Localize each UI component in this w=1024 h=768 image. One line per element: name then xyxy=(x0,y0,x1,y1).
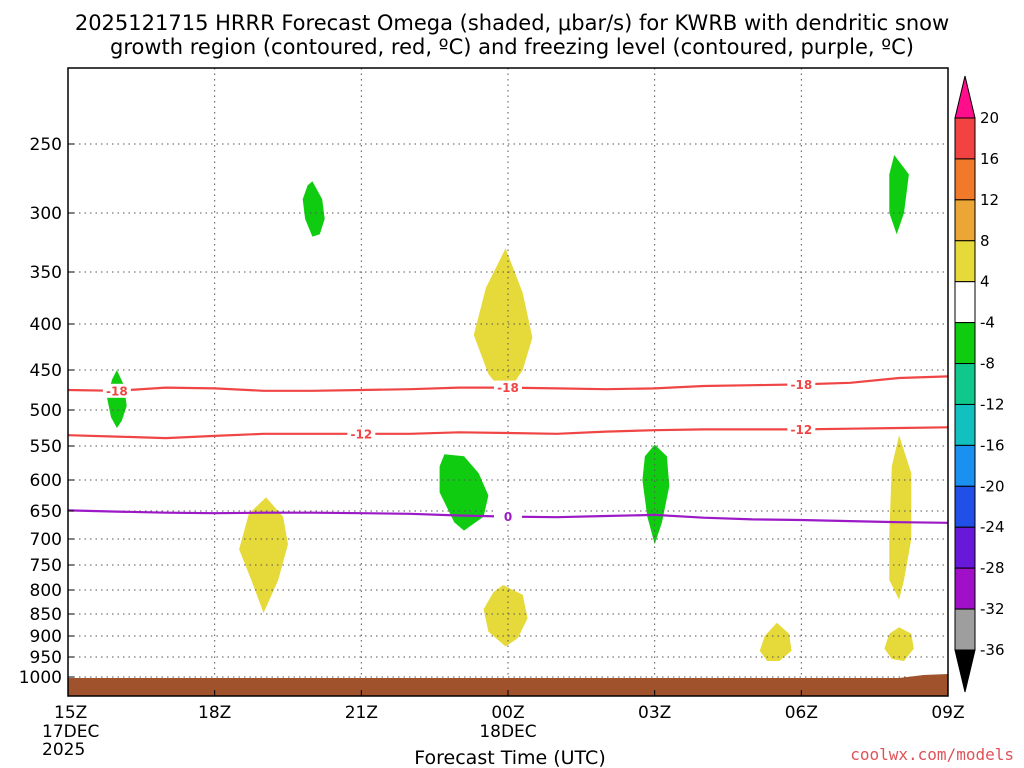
colorbar-band-2 xyxy=(954,158,976,201)
y-tick-label-250: 250 xyxy=(30,135,62,155)
x-date-label-2025: 2025 xyxy=(42,740,85,760)
omega-region-negative-1 xyxy=(107,370,127,428)
omega-region-positive-10 xyxy=(889,435,912,600)
colorbar-tick-label: 4 xyxy=(980,273,990,291)
colorbar-band-12 xyxy=(954,567,976,610)
contour-label-bg xyxy=(347,426,376,441)
colorbar: 20 16 12 8 4 -4 -8 -12 -16 -20 -24 -28 -32 -36 xyxy=(954,75,1005,693)
colorbar-tick-label: -20 xyxy=(980,477,1005,495)
contour-label--12: -12 xyxy=(350,427,372,441)
contour-label--18: -18 xyxy=(106,384,128,398)
contour-label-bg xyxy=(494,509,522,524)
omega-region-negative-2 xyxy=(302,181,325,237)
contour-line--12 xyxy=(67,426,949,440)
colorbar-band-8 xyxy=(954,403,976,446)
colorbar-band-10 xyxy=(954,485,976,528)
y-tick-label-450: 450 xyxy=(30,361,62,381)
y-tick-label-500: 500 xyxy=(30,401,62,421)
colorbar-bottom-arrow xyxy=(954,649,976,693)
y-tick-label-600: 600 xyxy=(30,471,62,491)
x-tick-label-00Z: 00Z xyxy=(491,703,524,723)
y-tick-label-650: 650 xyxy=(30,502,62,522)
colorbar-tick-label: 8 xyxy=(980,232,990,250)
colorbar-tick-label: -32 xyxy=(980,600,1005,618)
omega-region-negative-5 xyxy=(889,155,909,235)
plot-area: -18 -18 -18 -12 -12 0 xyxy=(67,68,949,696)
colorbar-tick-label: -16 xyxy=(980,436,1005,454)
y-tick-label-800: 800 xyxy=(30,581,62,601)
x-tick-label-15Z: 15Z xyxy=(54,703,87,723)
colorbar-tick-label: -8 xyxy=(980,355,995,373)
chart-title-line-1: 2025121715 HRRR Forecast Omega (shaded, … xyxy=(75,11,949,35)
x-tick-label-06Z: 06Z xyxy=(785,703,818,723)
chart-title-line-2: growth region (contoured, red, ºC) and f… xyxy=(110,35,914,59)
y-tick-label-300: 300 xyxy=(30,204,62,224)
y-tick-label-950: 950 xyxy=(30,648,62,668)
colorbar-band-1 xyxy=(954,117,976,160)
omega-region-positive-11 xyxy=(884,627,914,661)
contour-label-bg xyxy=(494,380,522,395)
x-tick-label-18Z: 18Z xyxy=(198,703,231,723)
source-credit: coolwx.com/models xyxy=(850,745,1014,764)
y-tick-label-1000: 1000 xyxy=(19,668,62,688)
contour-label-0: 0 xyxy=(504,510,512,524)
x-date-label-18DEC: 18DEC xyxy=(479,722,536,742)
colorbar-band-6 xyxy=(954,322,976,365)
y-tick-label-700: 700 xyxy=(30,530,62,550)
colorbar-band-4 xyxy=(954,240,976,283)
y-tick-label-900: 900 xyxy=(30,627,62,647)
omega-region-positive-9 xyxy=(759,622,792,661)
omega-region-positive-6 xyxy=(473,248,533,396)
omega-region-negative-3 xyxy=(439,454,489,531)
contour-label-bg xyxy=(102,383,131,398)
colorbar-tick-label: -12 xyxy=(980,395,1005,413)
colorbar-tick-label: -36 xyxy=(980,641,1005,659)
colorbar-tick-label: 20 xyxy=(980,109,999,127)
contour-label-bg xyxy=(787,422,816,437)
colorbar-band-7 xyxy=(954,363,976,405)
colorbar-band-13 xyxy=(954,608,976,651)
x-tick-label-09Z: 09Z xyxy=(931,703,964,723)
contour-label--18: -18 xyxy=(790,378,812,392)
terrain-ground xyxy=(68,674,948,696)
y-tick-label-350: 350 xyxy=(30,263,62,283)
contour-label--12: -12 xyxy=(790,423,812,437)
y-tick-label-850: 850 xyxy=(30,605,62,625)
axes: 2503003504004505005506006507007508008509… xyxy=(19,67,965,760)
colorbar-band-9 xyxy=(954,444,976,487)
y-tick-label-550: 550 xyxy=(30,437,62,457)
x-axis-label: Forecast Time (UTC) xyxy=(414,747,605,768)
y-tick-label-400: 400 xyxy=(30,315,62,335)
omega-region-positive-7 xyxy=(239,497,288,613)
colorbar-band-3 xyxy=(954,199,976,242)
contour-label--18: -18 xyxy=(497,381,519,395)
colorbar-band-11 xyxy=(954,526,976,569)
x-tick-label-03Z: 03Z xyxy=(638,703,671,723)
x-date-label-17DEC: 17DEC xyxy=(42,722,99,742)
y-tick-label-750: 750 xyxy=(30,556,62,576)
omega-region-positive-8 xyxy=(483,585,528,647)
omega-region-negative-4 xyxy=(642,444,670,545)
colorbar-top-arrow xyxy=(954,75,976,119)
colorbar-tick-label: 12 xyxy=(980,191,999,209)
x-tick-label-21Z: 21Z xyxy=(345,703,378,723)
colorbar-tick-label: -4 xyxy=(980,314,995,332)
contour-label-bg xyxy=(787,377,816,392)
colorbar-tick-label: -24 xyxy=(980,518,1005,536)
colorbar-tick-label: -28 xyxy=(980,559,1005,577)
colorbar-tick-label: 16 xyxy=(980,150,999,168)
colorbar-band-5 xyxy=(954,281,976,324)
